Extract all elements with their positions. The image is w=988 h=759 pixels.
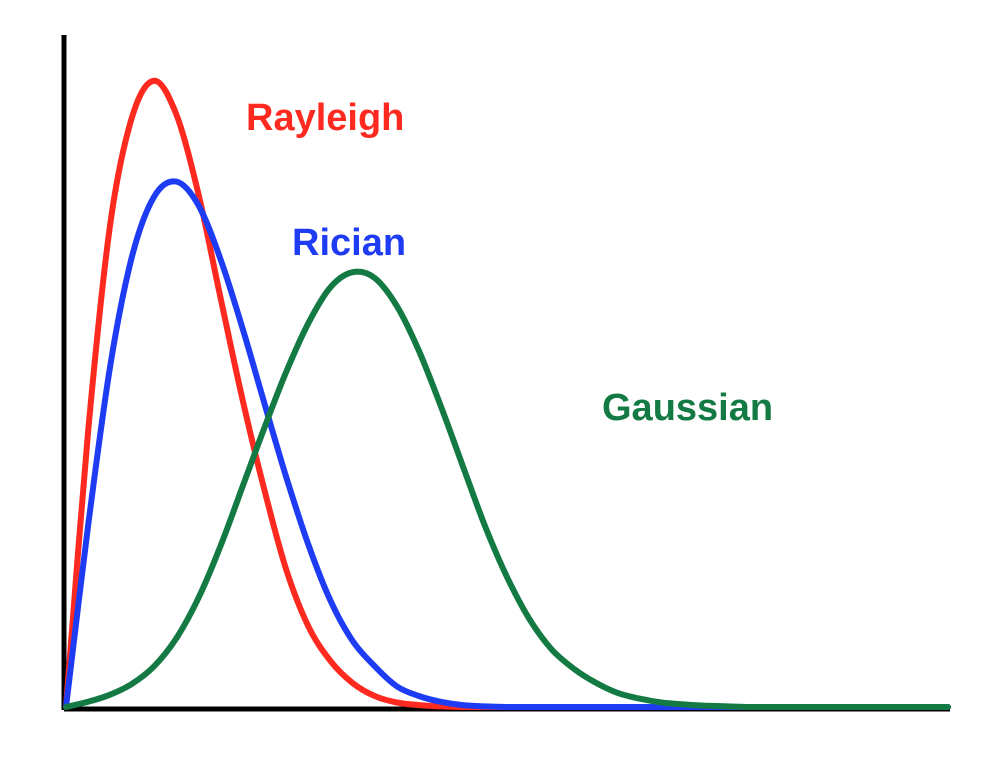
series-rayleigh-line: [63, 77, 951, 710]
series-label-rayleigh: Rayleigh: [246, 97, 404, 139]
series-gaussian-line: [63, 268, 951, 710]
series-label-gaussian: Gaussian: [602, 387, 773, 429]
series-label-rician: Rician: [292, 222, 406, 264]
series-rician-line: [63, 178, 951, 710]
